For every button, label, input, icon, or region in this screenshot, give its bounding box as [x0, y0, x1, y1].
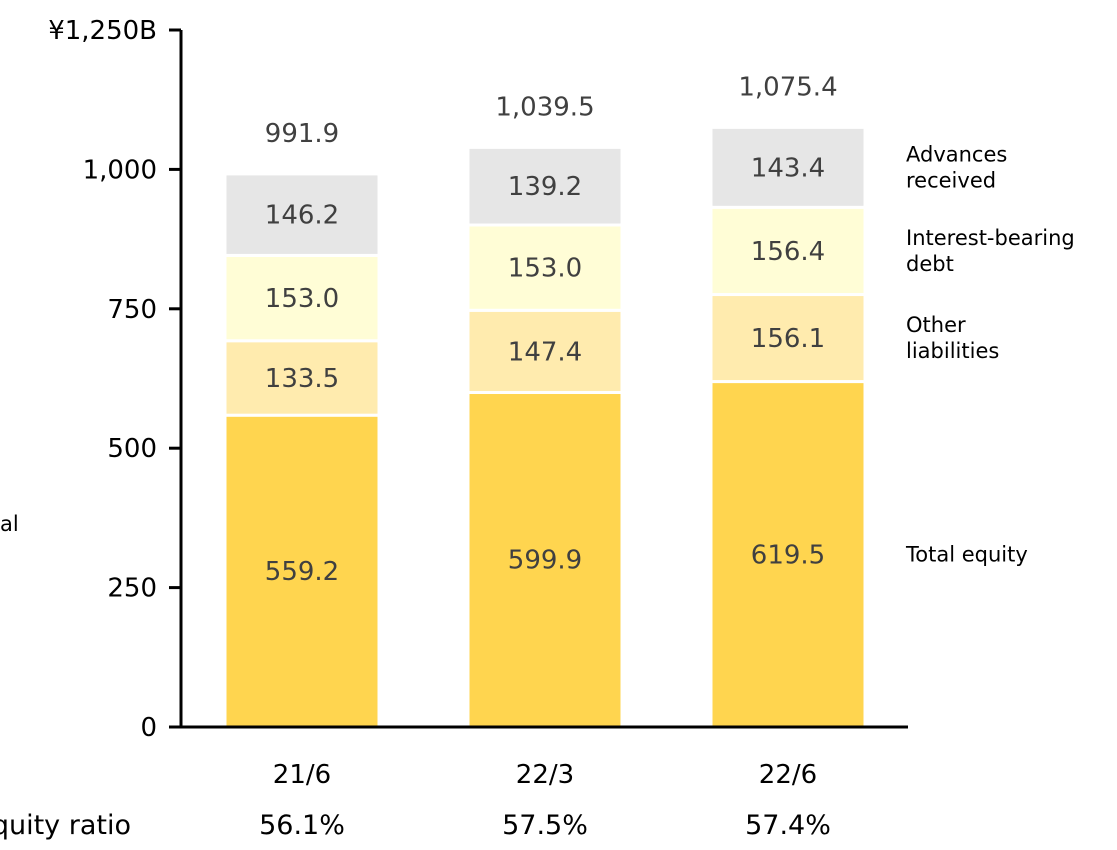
x-category-label: 22/6	[759, 760, 817, 790]
bar-segment	[466, 145, 624, 227]
equity-ratio-row: Equity ratio 56.1% 57.5% 57.4%	[0, 810, 831, 841]
bar-segment	[223, 413, 381, 729]
bar-segment-label: 146.2	[265, 201, 339, 231]
side-text-fragment: al	[0, 512, 19, 536]
legend-entry-line: liabilities	[906, 339, 999, 363]
legend-entry-line: debt	[906, 252, 954, 276]
bar-segment-label: 133.5	[265, 364, 339, 394]
bar-segment-label: 153.0	[265, 284, 339, 314]
bar-segment-label: 619.5	[751, 540, 825, 570]
legend-entry-line: Interest-bearing	[906, 226, 1075, 250]
y-tick-label: 1,000	[83, 155, 157, 185]
y-tick-label: ¥1,250B	[48, 16, 157, 46]
equity-ratio-value: 57.4%	[745, 810, 831, 841]
legend-entry-line: received	[906, 168, 996, 192]
bar-segment	[223, 172, 381, 257]
y-ticks: 0 250 500 750 1,000 ¥1,250B	[48, 16, 181, 743]
bar-total-label: 1,039.5	[495, 92, 594, 122]
bar-segment-label: 599.9	[508, 546, 582, 576]
bar-segment	[466, 308, 624, 394]
bars-layer	[223, 125, 867, 729]
bar-segment-label: 559.2	[265, 557, 339, 587]
axis-layer	[169, 30, 908, 729]
legend-entry-line: Total equity	[905, 542, 1028, 566]
labels-layer: 559.2 133.5 153.0 146.2 991.9 599.9 147.4 153.0…	[265, 72, 838, 587]
bar-segment	[466, 223, 624, 312]
bar-segment-label: 143.4	[751, 153, 825, 183]
y-tick-label: 750	[107, 295, 157, 325]
equity-ratio-value: 56.1%	[259, 810, 345, 841]
bar-segment	[709, 125, 867, 209]
equity-ratio-value: 57.5%	[502, 810, 588, 841]
legend-entry-line: Advances	[906, 142, 1007, 166]
x-category-label: 22/3	[516, 760, 574, 790]
bar-total-label: 991.9	[265, 119, 339, 149]
bar-segment-label: 156.1	[751, 324, 825, 354]
bar-total-label: 1,075.4	[738, 72, 837, 102]
legend-entry-line: Other	[906, 313, 966, 337]
bar-segment	[709, 205, 867, 297]
bar-segment-label: 153.0	[508, 254, 582, 284]
y-tick-label: 0	[140, 713, 157, 743]
bar-segment-label: 139.2	[508, 172, 582, 202]
bar-segment-label: 147.4	[508, 337, 582, 367]
bar-segment	[709, 293, 867, 384]
equity-ratio-title: Equity ratio	[0, 810, 131, 841]
bar-segment-label: 156.4	[751, 237, 825, 267]
y-tick-label: 500	[107, 434, 157, 464]
x-category-label: 21/6	[273, 760, 331, 790]
y-tick-label: 250	[107, 574, 157, 604]
x-categories: 21/6 22/3 22/6	[273, 760, 817, 790]
bar-segment	[223, 339, 381, 417]
